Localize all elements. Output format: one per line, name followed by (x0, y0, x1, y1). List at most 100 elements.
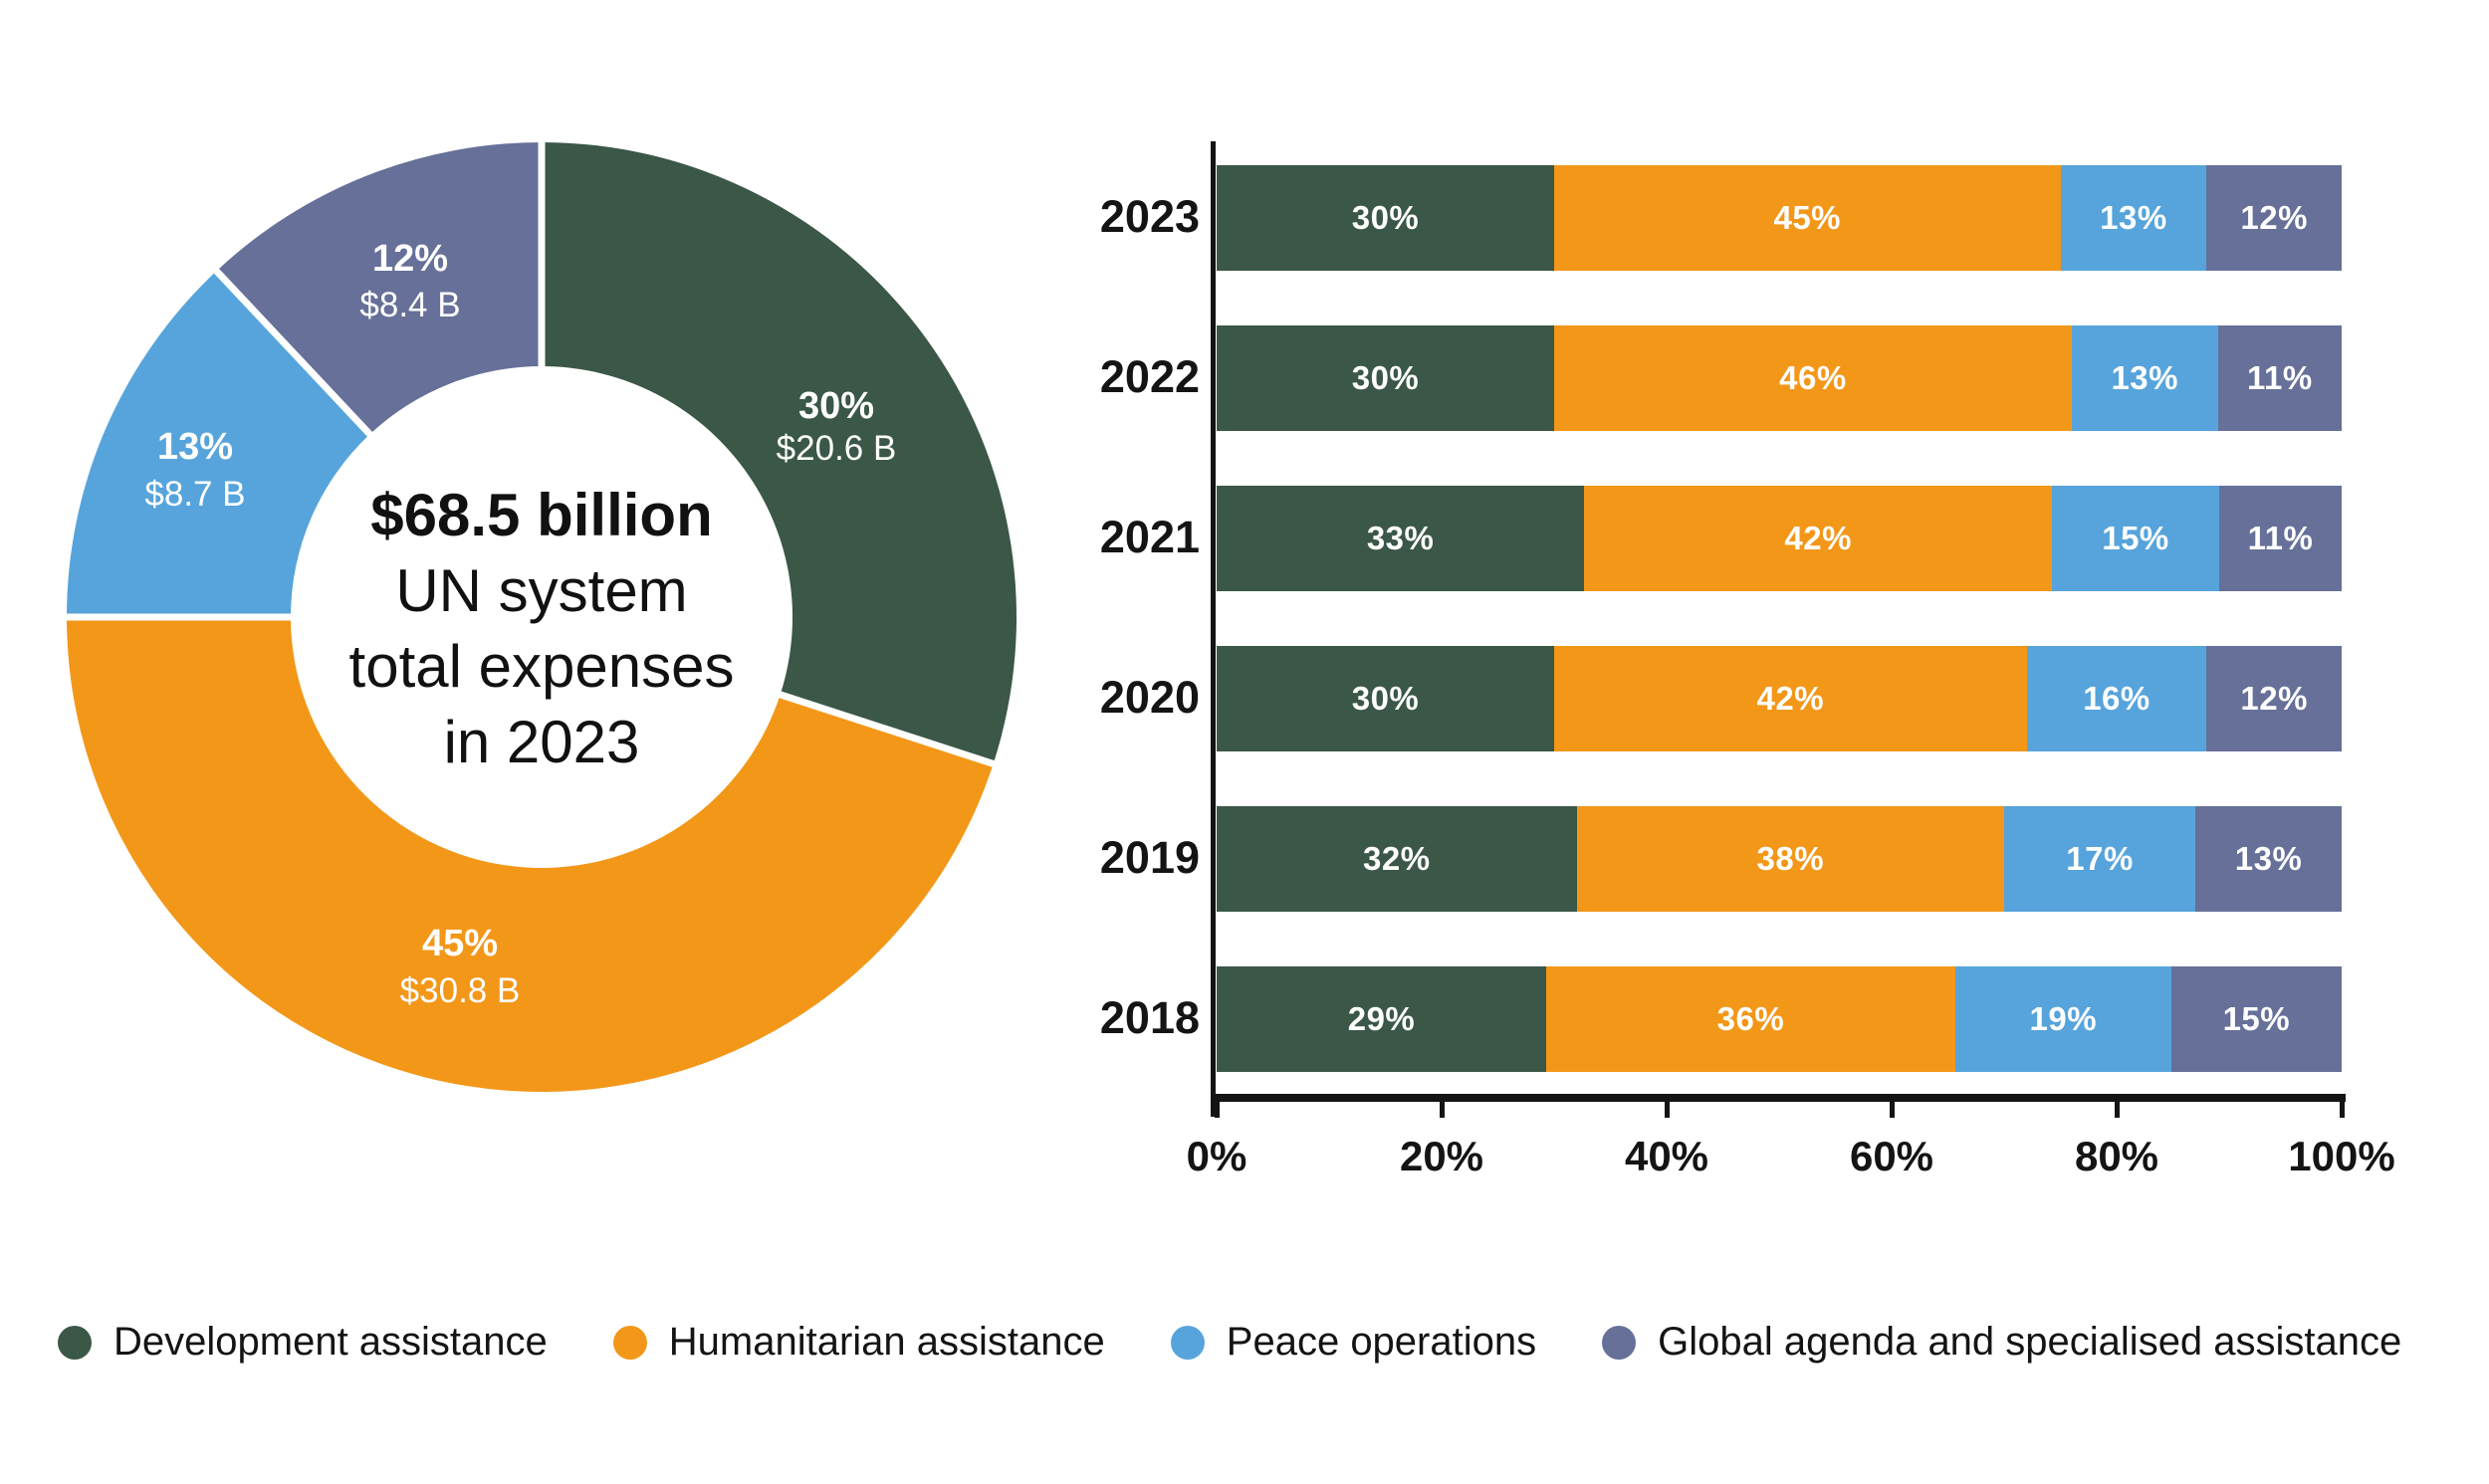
slice-separator (775, 690, 999, 768)
legend-item-global: Global agenda and specialised assistance (1602, 1320, 2401, 1365)
bar-segment-label: 13% (2234, 840, 2303, 877)
bar-segment-global-2022: 11% (2217, 325, 2342, 431)
donut-slice-development (542, 142, 1017, 764)
legend-dot-global (1602, 1325, 1637, 1360)
donut-center-line-3: total expenses (349, 633, 735, 700)
legend-label-global: Global agenda and specialised assistance (1658, 1320, 2402, 1364)
x-axis-tick-80% (2115, 1102, 2120, 1118)
x-axis-tick-label-20%: 20% (1399, 1133, 1484, 1179)
y-axis-line (1211, 141, 1216, 1117)
bar-segment-humanitarian-2022: 46% (1554, 325, 2072, 431)
bar-segment-humanitarian-2023: 45% (1554, 165, 2061, 271)
x-axis-tick-20% (1440, 1102, 1445, 1118)
bar-segment-label: 42% (1756, 680, 1825, 717)
bar-segment-label: 32% (1363, 840, 1431, 877)
bar-segment-peace-2022: 13% (2071, 325, 2218, 431)
bar-segment-label: 29% (1347, 1000, 1416, 1037)
bar-row-2020: 30% 42% 16% 12% (1217, 646, 2342, 751)
legend-dot-peace (1170, 1325, 1205, 1360)
bar-segment-global-2020: 12% (2206, 646, 2342, 751)
x-axis-tick-60% (1890, 1102, 1895, 1118)
bar-row-2021: 33% 42% 15% 11% (1217, 486, 2342, 591)
x-axis-tick-label-80%: 80% (2074, 1133, 2159, 1179)
bar-segment-peace-2021: 15% (2052, 486, 2219, 591)
bar-segment-global-2021: 11% (2218, 486, 2342, 591)
year-label-2023: 2023 (1099, 191, 1200, 242)
x-axis-tick-0% (1215, 1102, 1220, 1118)
x-axis-tick-100% (2340, 1102, 2345, 1118)
year-label-2022: 2022 (1099, 351, 1200, 402)
donut-center-line-1: $68.5 billion (370, 482, 712, 548)
legend-item-development: Development assistance (58, 1320, 548, 1365)
legend: Development assistance Humanitarian assis… (58, 1320, 2401, 1365)
bar-segment-development-2022: 30% (1217, 325, 1554, 431)
slice-value-label-humanitarian: $30.8 B (400, 971, 521, 1010)
bar-segment-label: 36% (1716, 1000, 1785, 1037)
x-axis-tick-label-40%: 40% (1624, 1133, 1709, 1179)
bar-row-2018: 29% 36% 19% 15% (1217, 966, 2342, 1072)
slice-value-label-global: $8.4 B (359, 286, 460, 324)
bar-segment-label: 30% (1351, 359, 1420, 396)
bar-segment-label: 11% (2247, 520, 2314, 556)
slice-percent-label-development: 30% (798, 385, 874, 427)
donut-slice-global (216, 142, 543, 435)
bar-segment-label: 13% (2111, 359, 2179, 396)
slice-percent-label-global: 12% (372, 238, 448, 280)
bar-segment-peace-2020: 16% (2026, 646, 2207, 751)
bar-segment-humanitarian-2019: 38% (1576, 806, 2004, 912)
bar-segment-label: 30% (1351, 680, 1420, 717)
bar-segment-peace-2023: 13% (2060, 165, 2207, 271)
slice-separator (211, 265, 375, 440)
bar-segment-peace-2018: 19% (1954, 966, 2171, 1072)
bar-segment-label: 45% (1773, 199, 1842, 236)
x-axis-tick-40% (1665, 1102, 1670, 1118)
bar-segment-label: 33% (1366, 520, 1435, 556)
legend-item-peace: Peace operations (1170, 1320, 1537, 1365)
bar-row-2019: 32% 38% 17% 13% (1217, 806, 2342, 912)
bar-segment-global-2018: 15% (2170, 966, 2342, 1072)
donut-center-line-2: UN system (395, 557, 687, 624)
legend-label-peace: Peace operations (1226, 1320, 1537, 1364)
donut-center-line-4: in 2023 (444, 709, 640, 775)
bar-segment-label: 15% (2102, 520, 2169, 556)
slice-percent-label-peace: 13% (157, 426, 233, 468)
bar-segment-label: 17% (2066, 840, 2134, 877)
bar-segment-development-2018: 29% (1217, 966, 1546, 1072)
year-label-2021: 2021 (1099, 512, 1200, 562)
bar-row-2023: 30% 45% 13% 12% (1217, 165, 2342, 271)
legend-label-humanitarian: Humanitarian assistance (668, 1320, 1105, 1364)
bar-segment-label: 19% (2029, 1000, 2098, 1037)
bar-segment-development-2019: 32% (1217, 806, 1577, 912)
bar-row-2022: 30% 46% 13% 11% (1217, 325, 2342, 431)
x-axis-line (1211, 1094, 2346, 1102)
x-axis-tick-label-100%: 100% (2288, 1133, 2395, 1179)
bar-segment-label: 16% (2083, 680, 2150, 717)
bar-segment-humanitarian-2018: 36% (1546, 966, 1955, 1072)
bar-segment-peace-2019: 17% (2003, 806, 2196, 912)
legend-dot-humanitarian (612, 1325, 647, 1360)
bar-segment-label: 11% (2246, 359, 2313, 396)
bar-segment-label: 42% (1784, 520, 1852, 556)
bar-segment-label: 46% (1779, 359, 1847, 396)
bar-segment-development-2020: 30% (1217, 646, 1554, 751)
slice-value-label-development: $20.6 B (777, 429, 897, 468)
bar-segment-development-2023: 30% (1217, 165, 1554, 271)
bar-segment-development-2021: 33% (1217, 486, 1585, 591)
slice-value-label-peace: $8.7 B (144, 475, 245, 514)
year-label-2018: 2018 (1099, 992, 1200, 1043)
bar-segment-label: 15% (2222, 1000, 2291, 1037)
donut-slice-humanitarian (67, 617, 994, 1092)
year-label-2020: 2020 (1099, 672, 1200, 723)
slice-percent-label-humanitarian: 45% (422, 923, 498, 964)
bar-segment-label: 12% (2240, 680, 2308, 717)
bar-segment-label: 38% (1756, 840, 1825, 877)
bar-segment-label: 30% (1351, 199, 1420, 236)
legend-label-development: Development assistance (113, 1320, 548, 1364)
x-axis-tick-label-0%: 0% (1186, 1133, 1247, 1179)
year-label-2019: 2019 (1099, 832, 1200, 883)
bar-segment-humanitarian-2020: 42% (1554, 646, 2027, 751)
bar-segment-humanitarian-2021: 42% (1584, 486, 2053, 591)
legend-item-humanitarian: Humanitarian assistance (612, 1320, 1105, 1365)
